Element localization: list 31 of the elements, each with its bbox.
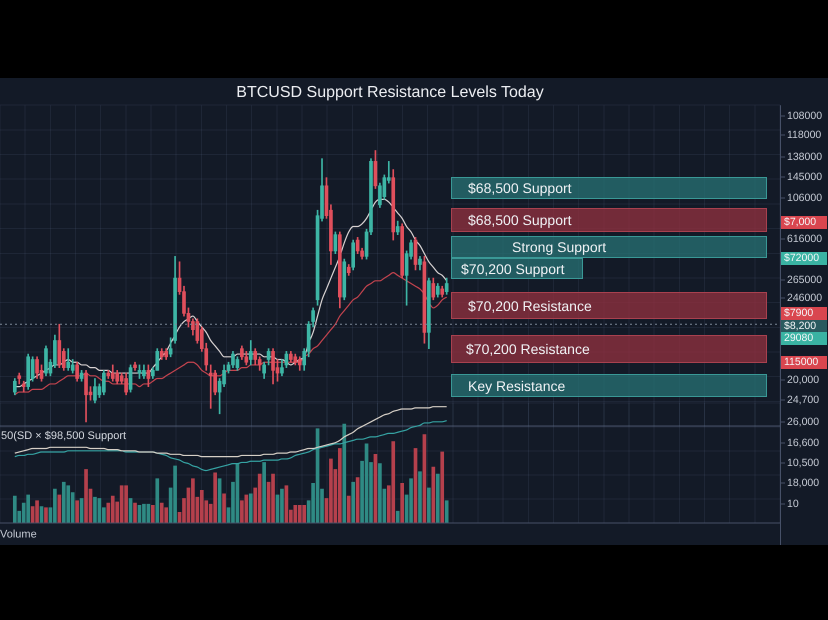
- annotation: 50(SD × $98,500 Support: [1, 430, 126, 442]
- text: 616000: [787, 233, 822, 245]
- text: 16,600: [787, 437, 820, 449]
- text: $8,200: [784, 320, 816, 332]
- text: $68,500 Support: [468, 212, 572, 228]
- text: 18,000: [787, 477, 820, 489]
- text: 20,000: [787, 374, 820, 386]
- text: 265000: [787, 274, 822, 286]
- text: Key Resistance: [468, 378, 566, 394]
- text: 118000: [787, 129, 822, 141]
- text: 246000: [787, 292, 822, 304]
- text: $72000: [784, 252, 820, 264]
- text: Strong Support: [512, 239, 606, 255]
- text: 24,700: [787, 394, 820, 406]
- text: 106000: [787, 192, 822, 204]
- text: 145000: [787, 171, 822, 183]
- text: $70,200 Support: [461, 260, 565, 276]
- text: 10: [787, 498, 799, 510]
- text: $70,200 Resistance: [468, 298, 592, 314]
- text: 115000: [784, 356, 818, 368]
- text: $68,500 Support: [468, 180, 572, 196]
- text: Volume: [0, 528, 37, 540]
- text: $7,000: [784, 216, 816, 228]
- chart-title: BTCUSD Support Resistance Levels Today: [236, 84, 544, 102]
- text: 26,000: [787, 416, 820, 428]
- text: $70,200 Resistance: [466, 341, 590, 357]
- text: 108000: [787, 110, 822, 122]
- text: 29080: [784, 332, 814, 344]
- text: $7900: [784, 307, 814, 319]
- text: 10,500: [787, 457, 820, 469]
- text: 138000: [787, 151, 822, 163]
